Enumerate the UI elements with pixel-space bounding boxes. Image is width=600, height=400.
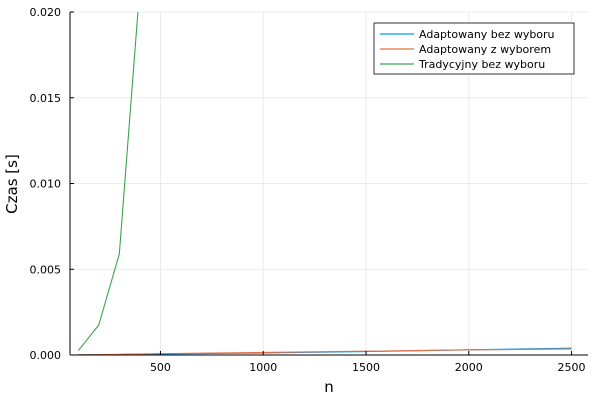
x-tick-label: 1500 — [352, 361, 380, 374]
y-tick-label: 0.000 — [30, 349, 62, 362]
series-line-3 — [77, 12, 139, 352]
y-tick-label: 0.010 — [30, 178, 62, 191]
legend: Adaptowany bez wyboru Adaptowany z wybore… — [373, 22, 575, 75]
y-tick-label: 0.015 — [30, 92, 62, 105]
y-axis-title: Czas [s] — [3, 154, 21, 214]
y-tick-label: 0.005 — [30, 263, 62, 276]
x-axis-title: n — [324, 378, 334, 396]
x-tick-label: 2000 — [455, 361, 483, 374]
y-tick-label: 0.020 — [30, 6, 62, 19]
ticks: 500 1000 1500 2000 2500 0.000 0.005 0.010 0.015 0… — [30, 6, 586, 374]
x-tick-label: 500 — [150, 361, 171, 374]
series-line-2 — [78, 348, 572, 355]
legend-label: Tradycyjny bez wyboru — [418, 58, 545, 71]
legend-label: Adaptowany bez wyboru — [419, 28, 555, 41]
legend-label: Adaptowany z wyborem — [419, 43, 551, 56]
x-tick-label: 2500 — [558, 361, 586, 374]
x-tick-label: 1000 — [249, 361, 277, 374]
